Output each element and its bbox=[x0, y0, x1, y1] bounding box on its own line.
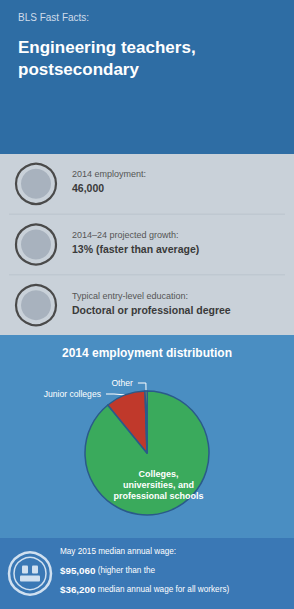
svg-text:2014–24 projected growth:: 2014–24 projected growth: bbox=[72, 230, 179, 240]
svg-text:2014 employment:: 2014 employment: bbox=[72, 169, 146, 179]
svg-text:Typical entry-level education:: Typical entry-level education: bbox=[72, 291, 188, 301]
svg-text:(higher than the: (higher than the bbox=[95, 566, 157, 575]
svg-text:Junior colleges: Junior colleges bbox=[44, 389, 101, 399]
svg-text:BLS Fast Facts:: BLS Fast Facts: bbox=[18, 12, 89, 23]
svg-text:Colleges,: Colleges, bbox=[138, 469, 178, 479]
svg-text:13% (faster than average): 13% (faster than average) bbox=[72, 243, 199, 255]
svg-text:$95,060: $95,060 bbox=[60, 565, 96, 576]
svg-text:Doctoral or professional degre: Doctoral or professional degree bbox=[72, 304, 231, 316]
svg-text:median annual wage for all wor: median annual wage for all workers) bbox=[95, 585, 229, 594]
svg-text:Engineering teachers,: Engineering teachers, bbox=[18, 38, 196, 57]
svg-text:Other: Other bbox=[111, 378, 133, 388]
svg-text:professional schools: professional schools bbox=[113, 491, 203, 501]
svg-text:$36,200: $36,200 bbox=[60, 584, 96, 595]
svg-text:May 2015 median annual wage:: May 2015 median annual wage: bbox=[60, 547, 176, 556]
svg-text:46,000: 46,000 bbox=[72, 182, 104, 194]
svg-text:postsecondary: postsecondary bbox=[18, 60, 139, 79]
svg-text:universities, and: universities, and bbox=[123, 480, 194, 490]
svg-text:2014 employment distribution: 2014 employment distribution bbox=[62, 346, 232, 360]
